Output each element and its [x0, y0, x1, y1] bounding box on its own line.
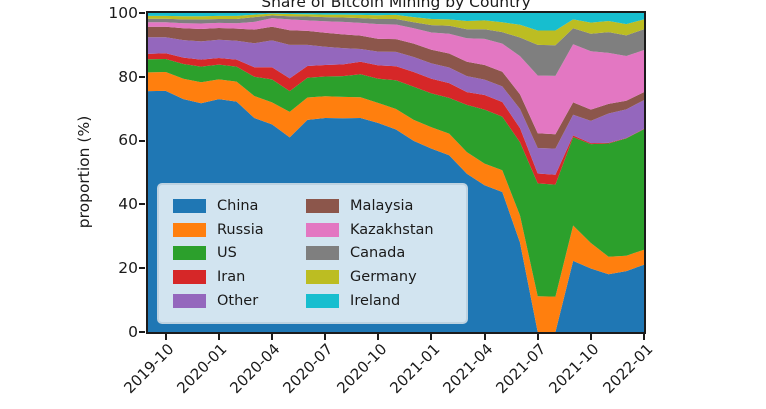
area-us [148, 58, 644, 297]
y-tick-mark [139, 140, 145, 142]
legend-item-us: US [173, 242, 284, 266]
x-tick-mark [643, 334, 645, 340]
x-tick-label: 2020-07 [279, 340, 337, 398]
x-tick-label: 2021-10 [545, 340, 603, 398]
legend-label-canada: Canada [350, 245, 406, 262]
x-tick-label: 2021-04 [439, 340, 497, 398]
legend-item-russia: Russia [173, 218, 284, 242]
x-tick-mark [165, 334, 167, 340]
legend-swatch-kazakhstan [306, 222, 340, 237]
chart-title: Share of Bitcoin Mining by Country [261, 0, 531, 11]
x-tick-mark [590, 334, 592, 340]
area-ireland [148, 13, 644, 31]
y-tick-label-20: 20 [118, 259, 138, 277]
legend: China Russia US Iran Other Malaysia Kaza… [157, 183, 468, 324]
y-axis-label: proportion (%) [75, 115, 93, 229]
legend-item-china: China [173, 194, 284, 218]
x-tick-mark [377, 334, 379, 340]
legend-label-ireland: Ireland [350, 293, 401, 310]
x-tick-mark [218, 334, 220, 340]
legend-item-malaysia: Malaysia [306, 194, 454, 218]
legend-swatch-other [173, 294, 206, 309]
y-tick-mark [139, 203, 145, 205]
y-tick-label-100: 100 [108, 4, 138, 22]
area-iran [148, 53, 644, 185]
area-malaysia [148, 26, 644, 149]
legend-item-iran: Iran [173, 265, 284, 289]
y-tick-label-60: 60 [118, 131, 138, 149]
x-tick-label: 2020-01 [173, 340, 231, 398]
y-tick-mark [139, 331, 145, 333]
area-canada [148, 15, 644, 76]
legend-swatch-us [173, 246, 206, 261]
legend-label-kazakhstan: Kazakhstan [350, 221, 434, 238]
legend-label-russia: Russia [217, 221, 264, 238]
y-tick-mark [139, 267, 145, 269]
legend-item-germany: Germany [306, 265, 454, 289]
y-tick-label-0: 0 [128, 323, 138, 341]
x-tick-label: 2021-07 [492, 340, 550, 398]
legend-item-ireland: Ireland [306, 289, 454, 313]
legend-label-other: Other [217, 293, 259, 310]
x-tick-label: 2021-01 [386, 340, 444, 398]
legend-swatch-china [173, 198, 206, 213]
area-other [148, 37, 644, 175]
legend-swatch-canada [306, 246, 340, 261]
y-tick-mark [139, 12, 145, 14]
legend-item-canada: Canada [306, 242, 454, 266]
area-russia [148, 72, 644, 332]
x-tick-mark [430, 334, 432, 340]
legend-swatch-iran [173, 270, 206, 285]
x-tick-mark [324, 334, 326, 340]
legend-swatch-germany [306, 270, 340, 285]
x-tick-mark [537, 334, 539, 340]
legend-label-china: China [217, 197, 259, 214]
legend-label-malaysia: Malaysia [350, 197, 414, 214]
legend-swatch-russia [173, 222, 206, 237]
area-kazakhstan [148, 18, 644, 135]
legend-swatch-malaysia [306, 198, 340, 213]
legend-item-other: Other [173, 289, 284, 313]
legend-swatch-ireland [306, 294, 340, 309]
x-tick-label: 2019-10 [120, 340, 178, 398]
legend-label-germany: Germany [350, 269, 417, 286]
area-germany [148, 13, 644, 46]
x-tick-mark [271, 334, 273, 340]
y-tick-mark [139, 76, 145, 78]
legend-item-kazakhstan: Kazakhstan [306, 218, 454, 242]
x-tick-label: 2020-04 [226, 340, 284, 398]
x-tick-mark [484, 334, 486, 340]
legend-label-iran: Iran [217, 269, 246, 286]
x-tick-label: 2022-01 [599, 340, 657, 398]
x-tick-label: 2020-10 [333, 340, 391, 398]
y-tick-label-80: 80 [118, 68, 138, 86]
legend-label-us: US [217, 245, 237, 262]
y-tick-label-40: 40 [118, 195, 138, 213]
